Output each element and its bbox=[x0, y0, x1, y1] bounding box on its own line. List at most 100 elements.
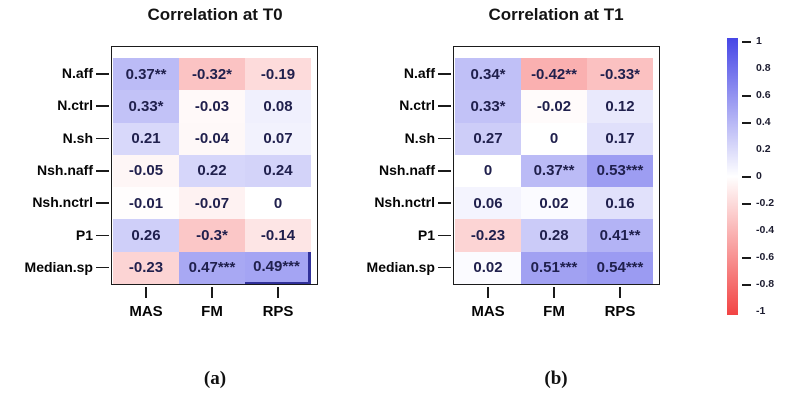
column-label: MAS bbox=[471, 303, 505, 320]
row-label: Nsh.nctrl bbox=[32, 194, 93, 211]
row-axis-tick bbox=[438, 73, 451, 75]
colorbar-tick bbox=[742, 176, 751, 178]
row-label: N.ctrl bbox=[399, 97, 435, 114]
row-axis-tick bbox=[438, 137, 451, 140]
colorbar-tick-label: -0.6 bbox=[756, 251, 775, 263]
column-label: MAS bbox=[129, 303, 163, 320]
colorbar-tick-label: 0.8 bbox=[756, 62, 771, 74]
heatmap-cell: -0.07 bbox=[179, 187, 245, 220]
row-axis-tick bbox=[96, 73, 109, 75]
heatmap-cell: 0.17 bbox=[587, 122, 653, 155]
column-label: FM bbox=[201, 303, 223, 320]
row-label: N.sh bbox=[62, 129, 93, 146]
colorbar-tick-label: 0.6 bbox=[756, 89, 771, 101]
chart-b-title: Correlation at T1 bbox=[488, 5, 624, 24]
heatmap-cell: 0 bbox=[521, 122, 587, 155]
heatmap-cell: -0.01 bbox=[113, 187, 179, 220]
column-label: RPS bbox=[604, 303, 636, 320]
heatmap-cell: 0.02 bbox=[455, 251, 521, 284]
colorbar-tick-label: 0.4 bbox=[756, 116, 771, 128]
heatmap-cell: -0.32* bbox=[179, 58, 245, 91]
heatmap-cell: 0.41** bbox=[587, 219, 653, 252]
heatmap-cell: 0.22 bbox=[179, 154, 245, 188]
heatmap-grid: 0.37** -0.32* -0.19 0.33* -0.03 0.08 0.21 -0.04… bbox=[113, 58, 311, 284]
row-label: Nsh.naff bbox=[37, 162, 93, 178]
colorbar-tick-label: -0.4 bbox=[756, 224, 775, 236]
colorbar-tick-label: 1 bbox=[756, 35, 762, 47]
column-axis-tick bbox=[277, 287, 279, 298]
row-axis-tick bbox=[96, 266, 109, 269]
heatmap-cell: 0 bbox=[455, 154, 521, 188]
colorbar-tick-label: 0 bbox=[756, 170, 762, 182]
heatmap-cell: -0.05 bbox=[113, 154, 179, 188]
colorbar-tick bbox=[742, 203, 751, 205]
row-axis-tick bbox=[438, 266, 451, 269]
heatmap-cell: 0.12 bbox=[587, 90, 653, 123]
heatmap-cell: -0.23 bbox=[113, 251, 179, 284]
heatmap-cell: 0.02 bbox=[521, 187, 587, 220]
column-axis-tick bbox=[553, 287, 555, 298]
row-label: Median.sp bbox=[366, 258, 435, 275]
row-label: Nsh.nctrl bbox=[374, 194, 435, 211]
row-label: N.aff bbox=[403, 65, 435, 82]
heatmap-cell: 0.53*** bbox=[587, 154, 653, 188]
heatmap-cell: 0.33* bbox=[113, 90, 179, 123]
colorbar-tick bbox=[742, 122, 751, 124]
row-label: Median.sp bbox=[24, 258, 93, 275]
column-axis-tick bbox=[145, 287, 147, 298]
row-label: N.ctrl bbox=[57, 97, 93, 114]
colorbar-tick bbox=[742, 41, 751, 43]
heatmap-cell: 0.27 bbox=[455, 122, 521, 155]
heatmap-cell: 0.37** bbox=[521, 154, 587, 188]
row-axis-tick bbox=[438, 105, 451, 108]
column-label: RPS bbox=[262, 303, 294, 320]
colorbar-tick-label: -1 bbox=[756, 305, 766, 317]
heatmap-cell: -0.02 bbox=[521, 90, 587, 123]
row-axis-tick bbox=[438, 202, 451, 204]
heatmap-cell: -0.19 bbox=[245, 58, 311, 91]
column-label: FM bbox=[543, 303, 565, 320]
row-label: P1 bbox=[417, 226, 435, 243]
heatmap-cell: -0.14 bbox=[245, 219, 311, 252]
heatmap-grid: 0.34* -0.42** -0.33* 0.33* -0.02 0.12 0.27 0 0.1… bbox=[455, 58, 653, 284]
row-axis-tick bbox=[438, 234, 451, 237]
panel-label-a: (a) bbox=[203, 368, 227, 389]
heatmap-cell: 0.07 bbox=[245, 122, 311, 155]
row-label: N.aff bbox=[61, 65, 93, 82]
heatmap-cell: -0.04 bbox=[179, 122, 245, 155]
heatmap-cell: 0.47*** bbox=[179, 251, 245, 284]
colorbar-tick-label: -0.8 bbox=[756, 278, 775, 290]
row-axis-tick bbox=[96, 137, 109, 140]
heatmap-cell: 0.21 bbox=[113, 122, 179, 155]
colorbar-tick bbox=[742, 257, 751, 259]
heatmap-cell: 0.16 bbox=[587, 187, 653, 220]
column-axis-tick bbox=[619, 287, 621, 298]
colorbar-tick-label: -0.2 bbox=[756, 197, 775, 209]
heatmap-cell: 0.51*** bbox=[521, 251, 587, 284]
heatmap-cell: 0.28 bbox=[521, 219, 587, 252]
heatmap-cell: -0.23 bbox=[455, 219, 521, 252]
heatmap-cell: 0.49*** bbox=[245, 251, 311, 284]
heatmap-cell: 0.24 bbox=[245, 154, 311, 188]
panel-label-b: (b) bbox=[544, 368, 568, 389]
heatmap-cell: 0.08 bbox=[245, 90, 311, 123]
colorbar-gradient bbox=[727, 38, 738, 315]
heatmap-cell: -0.42** bbox=[521, 58, 587, 91]
row-axis-tick bbox=[96, 105, 109, 108]
heatmap-cell: 0.34* bbox=[455, 58, 521, 91]
column-axis-tick bbox=[211, 287, 213, 298]
colorbar-tick bbox=[742, 95, 751, 97]
column-axis-tick bbox=[487, 287, 489, 298]
chart-a-title: Correlation at T0 bbox=[147, 5, 283, 24]
heatmap-cell: -0.03 bbox=[179, 90, 245, 123]
row-axis-tick bbox=[438, 170, 451, 172]
heatmap-cell: 0 bbox=[245, 187, 311, 220]
row-label: Nsh.naff bbox=[379, 162, 435, 178]
row-axis-tick bbox=[96, 170, 109, 172]
colorbar-tick-label: 0.2 bbox=[756, 143, 771, 155]
heatmap-cell: 0.26 bbox=[113, 219, 179, 252]
row-axis-tick bbox=[96, 234, 109, 237]
